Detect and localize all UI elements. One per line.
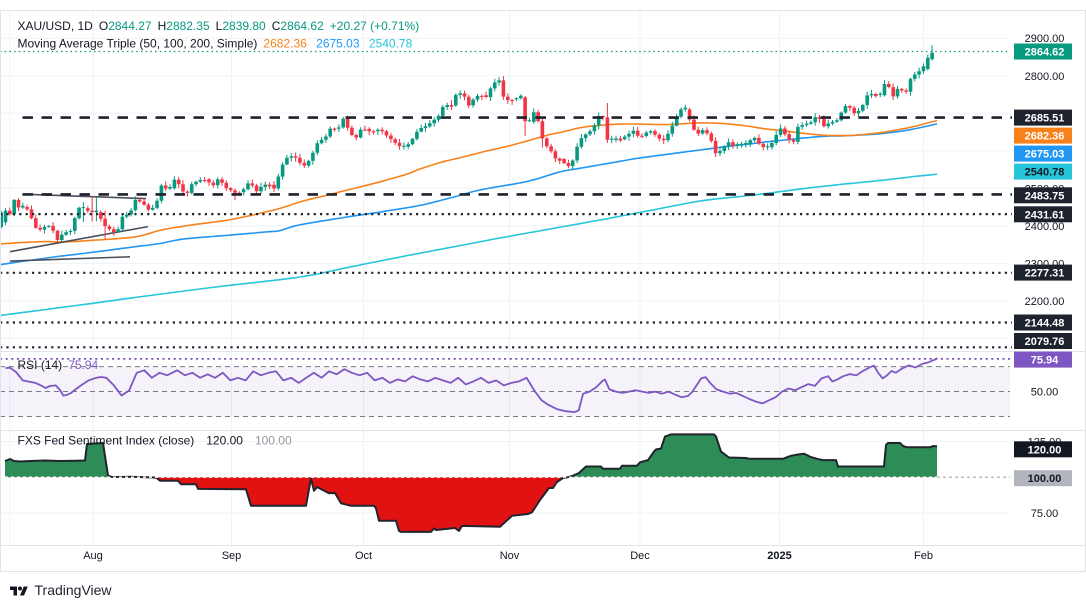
svg-text:2800.00: 2800.00	[1025, 71, 1065, 83]
svg-text:Moving Average Triple (50, 100: Moving Average Triple (50, 100, 200, Sim…	[18, 37, 413, 51]
svg-text:75.00: 75.00	[1031, 508, 1059, 520]
svg-text:2431.61: 2431.61	[1025, 209, 1065, 221]
svg-text:FXS Fed Sentiment Index (close: FXS Fed Sentiment Index (close) 120.00 1…	[18, 434, 292, 448]
svg-text:RSI (14) 75.94: RSI (14) 75.94	[18, 358, 99, 372]
svg-text:100.00: 100.00	[1028, 473, 1062, 485]
svg-text:TradingView: TradingView	[35, 582, 113, 598]
svg-text:Nov: Nov	[500, 550, 520, 562]
svg-text:2144.48: 2144.48	[1025, 318, 1065, 330]
svg-text:2277.31: 2277.31	[1025, 268, 1065, 280]
svg-text:2200.00: 2200.00	[1025, 296, 1065, 308]
svg-text:2540.78: 2540.78	[1025, 167, 1065, 179]
svg-text:120.00: 120.00	[1028, 444, 1062, 456]
svg-text:2900.00: 2900.00	[1025, 33, 1065, 45]
svg-text:2079.76: 2079.76	[1025, 336, 1065, 348]
svg-text:2483.75: 2483.75	[1025, 190, 1065, 202]
svg-text:Dec: Dec	[630, 550, 650, 562]
svg-text:XAU/USD, 1D O2844.27 H2882.35: XAU/USD, 1D O2844.27 H2882.35 L2839.80 C…	[18, 19, 420, 33]
svg-text:Sep: Sep	[222, 550, 242, 562]
svg-text:2682.36: 2682.36	[1025, 131, 1065, 143]
svg-text:Oct: Oct	[355, 550, 372, 562]
svg-text:Feb: Feb	[914, 550, 933, 562]
svg-text:2675.03: 2675.03	[1025, 149, 1065, 161]
svg-text:2685.51: 2685.51	[1025, 113, 1065, 125]
svg-text:2864.62: 2864.62	[1025, 47, 1065, 59]
svg-text:2400.00: 2400.00	[1025, 221, 1065, 233]
svg-text:75.94: 75.94	[1031, 355, 1059, 367]
svg-text:Aug: Aug	[83, 550, 103, 562]
svg-text:2025: 2025	[767, 550, 791, 562]
svg-text:50.00: 50.00	[1031, 387, 1059, 399]
